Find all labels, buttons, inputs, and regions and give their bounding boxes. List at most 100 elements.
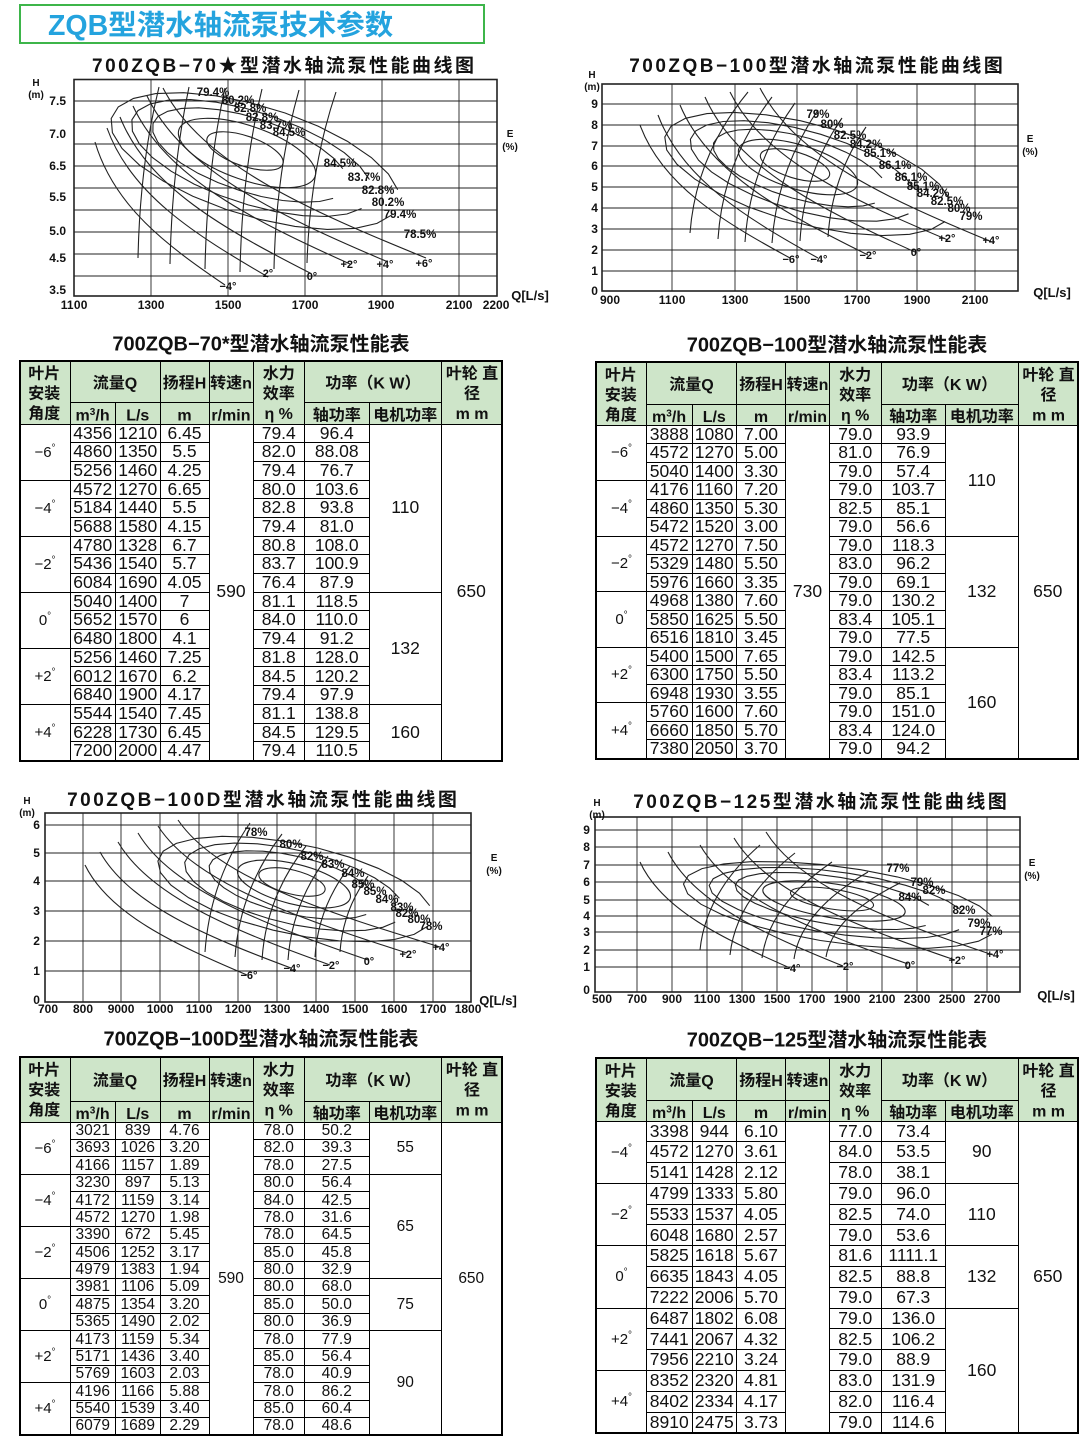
svg-text:1100: 1100 (659, 293, 686, 307)
svg-text:−6°: −6° (783, 254, 800, 266)
svg-text:700ZQB−100: 700ZQB−100 (629, 56, 769, 77)
svg-text:(%): (%) (1024, 871, 1040, 882)
svg-text:5: 5 (33, 846, 40, 860)
svg-text:0: 0 (591, 284, 598, 298)
svg-text:78%: 78% (245, 827, 268, 839)
svg-text:1100: 1100 (186, 1002, 213, 1016)
svg-text:0°: 0° (905, 960, 916, 972)
svg-text:79.4%: 79.4% (197, 87, 230, 99)
svg-text:82.8%: 82.8% (234, 103, 267, 115)
svg-text:4: 4 (583, 909, 590, 923)
svg-text:1200: 1200 (225, 1002, 252, 1016)
svg-text:2100: 2100 (962, 293, 989, 307)
svg-text:(m): (m) (19, 808, 35, 819)
svg-text:9: 9 (583, 823, 590, 837)
svg-text:1500: 1500 (215, 298, 242, 312)
svg-text:85%: 85% (364, 886, 387, 898)
svg-text:83%: 83% (322, 859, 345, 871)
svg-text:84.2%: 84.2% (917, 188, 950, 200)
svg-text:6: 6 (583, 875, 590, 889)
svg-text:1100: 1100 (694, 992, 721, 1006)
svg-text:85.1%: 85.1% (864, 148, 897, 160)
svg-text:700: 700 (38, 1002, 58, 1016)
svg-text:−4°: −4° (784, 963, 801, 975)
svg-text:6: 6 (591, 159, 598, 173)
svg-text:+4°: +4° (433, 942, 450, 954)
svg-text:85%: 85% (352, 879, 375, 891)
svg-text:1: 1 (583, 960, 590, 974)
svg-text:500: 500 (592, 992, 612, 1006)
svg-text:2°: 2° (263, 268, 274, 280)
svg-text:6.5: 6.5 (49, 159, 66, 173)
svg-text:(%): (%) (486, 866, 502, 877)
svg-text:80%: 80% (821, 119, 844, 131)
svg-text:1: 1 (591, 264, 598, 278)
svg-text:0: 0 (583, 983, 590, 997)
svg-text:+6°: +6° (416, 258, 433, 270)
svg-text:700ZQB−70: 700ZQB−70 (92, 56, 219, 77)
svg-text:2: 2 (583, 943, 590, 957)
svg-text:80%: 80% (408, 914, 431, 926)
svg-text:(m): (m) (589, 810, 605, 821)
svg-text:5.0: 5.0 (49, 224, 66, 238)
svg-text:0°: 0° (364, 956, 375, 968)
svg-text:7: 7 (583, 858, 590, 872)
svg-text:82%: 82% (953, 905, 976, 917)
svg-text:1500: 1500 (342, 1002, 369, 1016)
svg-text:Q[L/s]: Q[L/s] (1033, 285, 1071, 300)
svg-text:2100: 2100 (869, 992, 896, 1006)
svg-text:7.0: 7.0 (49, 127, 66, 141)
svg-text:700ZQB−100: 700ZQB−100 (687, 335, 808, 357)
svg-text:1300: 1300 (264, 1002, 291, 1016)
svg-text:1400: 1400 (303, 1002, 330, 1016)
svg-text:77%: 77% (980, 926, 1003, 938)
svg-text:78.5%: 78.5% (404, 229, 437, 241)
svg-text:0°: 0° (307, 271, 318, 283)
svg-text:85.1%: 85.1% (907, 181, 940, 193)
svg-text:1100: 1100 (61, 298, 88, 312)
svg-text:1700: 1700 (799, 992, 826, 1006)
svg-text:0: 0 (33, 993, 40, 1007)
svg-text:+4°: +4° (377, 259, 394, 271)
svg-text:82%: 82% (923, 885, 946, 897)
svg-text:5: 5 (583, 893, 590, 907)
svg-text:+4°: +4° (987, 949, 1004, 961)
svg-text:Q[L/s]: Q[L/s] (479, 993, 517, 1008)
svg-text:Q[L/s]: Q[L/s] (1037, 988, 1075, 1003)
svg-text:82%: 82% (301, 851, 324, 863)
svg-text:2: 2 (33, 934, 40, 948)
svg-text:1700: 1700 (420, 1002, 447, 1016)
svg-text:82.8%: 82.8% (246, 112, 279, 124)
svg-text:4.5: 4.5 (49, 251, 66, 265)
svg-text:82.8%: 82.8% (362, 185, 395, 197)
svg-text:E: E (1029, 858, 1036, 869)
svg-text:84.2%: 84.2% (850, 139, 883, 151)
svg-text:−6°: −6° (241, 970, 258, 982)
svg-text:700ZQB−100D: 700ZQB−100D (67, 790, 223, 811)
svg-text:1000: 1000 (147, 1002, 174, 1016)
svg-text:2100: 2100 (446, 298, 473, 312)
svg-text:1700: 1700 (292, 298, 319, 312)
svg-text:−4°: −4° (220, 281, 237, 293)
svg-text:700: 700 (627, 992, 647, 1006)
svg-text:84%: 84% (342, 868, 365, 880)
svg-text:1700: 1700 (844, 293, 871, 307)
svg-text:79%: 79% (968, 918, 991, 930)
svg-text:E: E (491, 853, 498, 864)
svg-text:(%): (%) (502, 142, 518, 153)
svg-text:83.7%: 83.7% (348, 172, 381, 184)
svg-text:6: 6 (33, 818, 40, 832)
svg-text:82.5%: 82.5% (931, 196, 964, 208)
svg-text:1900: 1900 (904, 293, 931, 307)
svg-text:2300: 2300 (904, 992, 931, 1006)
svg-text:80%: 80% (280, 839, 303, 851)
svg-text:78%: 78% (420, 921, 443, 933)
svg-text:1800: 1800 (455, 1002, 482, 1016)
svg-text:(%): (%) (1022, 147, 1038, 158)
svg-text:7: 7 (591, 139, 598, 153)
svg-text:+2°: +2° (341, 259, 358, 271)
svg-text:H: H (23, 796, 30, 807)
svg-text:84%: 84% (376, 894, 399, 906)
svg-text:−2°: −2° (837, 961, 854, 973)
svg-text:700ZQB−100D: 700ZQB−100D (104, 1029, 239, 1051)
